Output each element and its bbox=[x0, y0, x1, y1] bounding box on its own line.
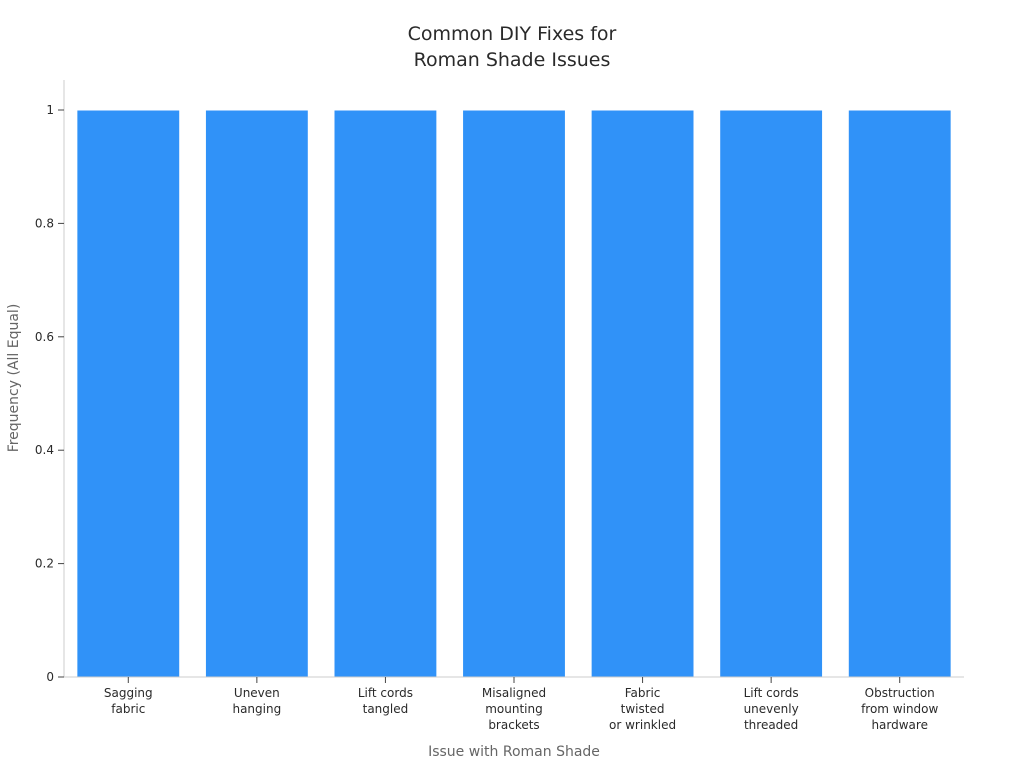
bar-1 bbox=[76, 109, 181, 678]
x-tick-label-line: brackets bbox=[488, 718, 539, 732]
y-ticks-layer: 0 0.2 0.4 0.6 0.8 1 bbox=[35, 103, 64, 684]
x-tick-label-line: twisted bbox=[621, 702, 665, 716]
y-tick-label: 1 bbox=[46, 103, 54, 117]
chart-title-line-1: Common DIY Fixes for bbox=[408, 23, 617, 45]
x-tick-label-line: unevenly bbox=[744, 702, 799, 716]
y-tick-label: 0.6 bbox=[35, 330, 54, 344]
bar-6 bbox=[719, 109, 824, 678]
chart-title-line-2: Roman Shade Issues bbox=[414, 49, 611, 71]
x-tick-label-line: Sagging bbox=[104, 686, 153, 700]
bars-layer bbox=[76, 109, 952, 678]
x-tick-label-line: from window bbox=[861, 702, 938, 716]
bar-5 bbox=[590, 109, 695, 678]
x-tick-label-line: Uneven bbox=[234, 686, 280, 700]
x-tick-label: Fabric twisted or wrinkled bbox=[609, 686, 676, 732]
x-tick-label: Misaligned mounting brackets bbox=[482, 686, 546, 732]
x-tick-label-line: or wrinkled bbox=[609, 718, 676, 732]
x-tick-label-line: tangled bbox=[363, 702, 409, 716]
y-tick-label: 0 bbox=[46, 670, 54, 684]
x-tick-label-line: threaded bbox=[744, 718, 798, 732]
x-tick-label-line: Misaligned bbox=[482, 686, 546, 700]
x-ticks-layer: Sagging fabric Uneven hanging Lift cords tang… bbox=[104, 677, 939, 732]
x-tick-label-line: fabric bbox=[111, 702, 145, 716]
x-tick-label: Lift cords tangled bbox=[358, 686, 413, 716]
x-tick-label-line: Fabric bbox=[625, 686, 661, 700]
x-tick-label: Lift cords unevenly threaded bbox=[744, 686, 799, 732]
y-axis-title: Frequency (All Equal) bbox=[6, 304, 22, 453]
x-tick-label: Sagging fabric bbox=[104, 686, 153, 716]
x-tick-label-line: Obstruction bbox=[865, 686, 935, 700]
x-tick-label-line: mounting bbox=[485, 702, 543, 716]
x-tick-label: Uneven hanging bbox=[232, 686, 281, 716]
x-tick-label-line: hardware bbox=[871, 718, 928, 732]
y-tick-label: 0.8 bbox=[35, 216, 54, 230]
y-tick-label: 0.4 bbox=[35, 443, 54, 457]
bar-2 bbox=[204, 109, 309, 678]
bar-7 bbox=[847, 109, 952, 678]
x-tick-label: Obstruction from window hardware bbox=[861, 686, 938, 732]
x-tick-label-line: hanging bbox=[232, 702, 281, 716]
y-tick-label: 0.2 bbox=[35, 557, 54, 571]
x-tick-label-line: Lift cords bbox=[358, 686, 413, 700]
x-axis-title: Issue with Roman Shade bbox=[428, 744, 600, 760]
bar-3 bbox=[333, 109, 438, 678]
bar-4 bbox=[462, 109, 566, 678]
x-tick-label-line: Lift cords bbox=[744, 686, 799, 700]
